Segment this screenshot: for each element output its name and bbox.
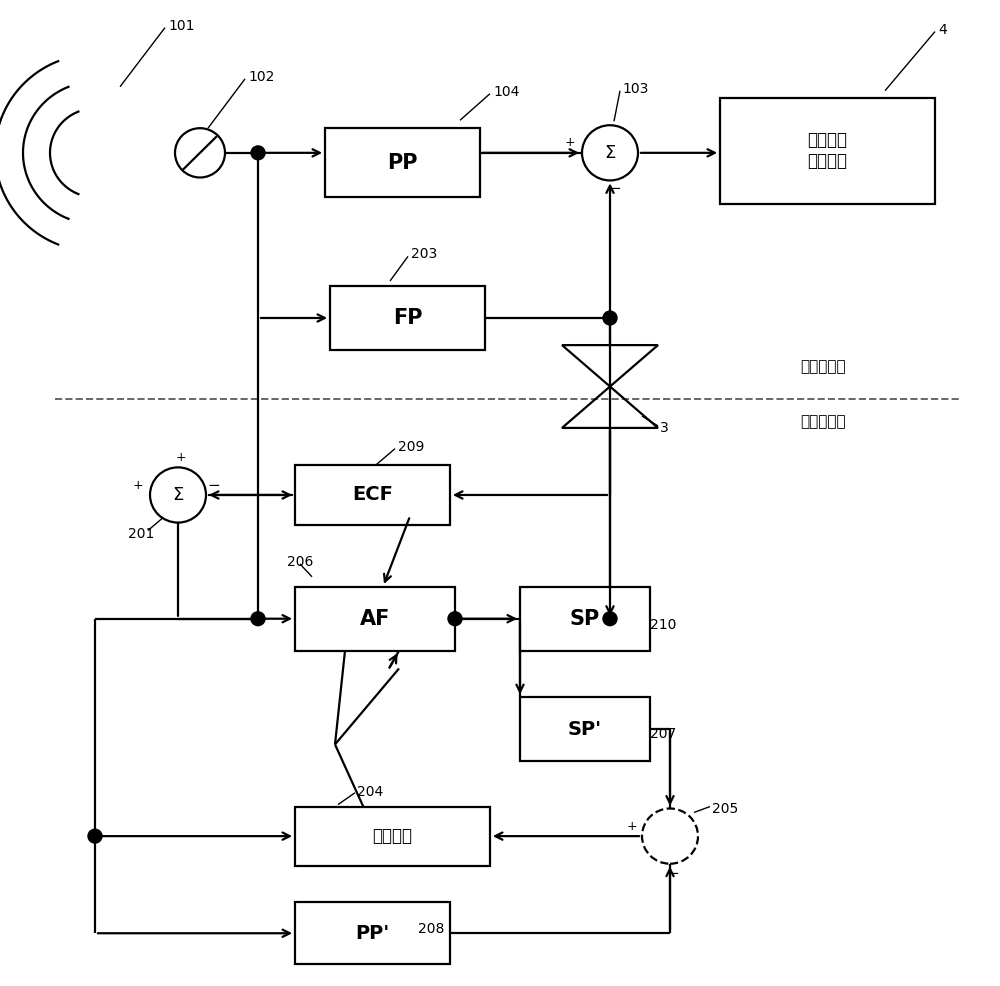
Text: 210: 210 xyxy=(650,618,676,632)
Text: 206: 206 xyxy=(287,555,313,569)
Text: $\Sigma$: $\Sigma$ xyxy=(172,486,184,504)
Bar xyxy=(720,98,935,204)
Text: PP': PP' xyxy=(355,924,390,943)
Text: 203: 203 xyxy=(411,247,437,261)
Bar xyxy=(295,902,450,964)
Text: −: − xyxy=(609,180,621,196)
Circle shape xyxy=(251,611,265,625)
Bar xyxy=(295,807,490,866)
Text: +: + xyxy=(627,819,637,833)
Text: 声信号部分: 声信号部分 xyxy=(800,359,846,375)
Text: 209: 209 xyxy=(398,440,424,454)
Bar xyxy=(295,587,455,651)
Text: 电信号部分: 电信号部分 xyxy=(800,414,846,430)
Text: +: + xyxy=(565,136,575,150)
Text: 4: 4 xyxy=(938,23,947,36)
Text: 主控制器: 主控制器 xyxy=(372,827,412,845)
Text: SP': SP' xyxy=(568,720,602,739)
Text: 104: 104 xyxy=(493,85,519,99)
Text: +: + xyxy=(176,451,186,464)
Text: SP: SP xyxy=(570,608,600,629)
Text: 208: 208 xyxy=(418,922,444,936)
Bar xyxy=(520,587,650,651)
Text: 102: 102 xyxy=(248,70,274,84)
Text: +: + xyxy=(133,478,143,492)
Circle shape xyxy=(603,312,617,325)
Text: 目标降噪
区域单元: 目标降噪 区域单元 xyxy=(808,131,848,171)
Text: 101: 101 xyxy=(168,19,194,33)
Text: 201: 201 xyxy=(128,528,154,541)
Text: −: − xyxy=(667,866,679,881)
Circle shape xyxy=(603,611,617,625)
Circle shape xyxy=(642,809,698,864)
Text: $\Sigma$: $\Sigma$ xyxy=(604,144,616,162)
Circle shape xyxy=(251,146,265,160)
Text: −: − xyxy=(208,477,220,493)
Bar xyxy=(330,286,485,350)
Text: FP: FP xyxy=(393,308,422,328)
Text: 205: 205 xyxy=(712,802,738,815)
Text: 103: 103 xyxy=(622,82,648,96)
Bar xyxy=(325,128,480,197)
Text: 3: 3 xyxy=(660,421,669,435)
Text: AF: AF xyxy=(360,608,390,629)
Circle shape xyxy=(448,611,462,625)
Circle shape xyxy=(582,125,638,180)
Circle shape xyxy=(150,467,206,523)
Text: 207: 207 xyxy=(650,727,676,740)
Circle shape xyxy=(88,829,102,843)
Text: PP: PP xyxy=(387,153,418,173)
Circle shape xyxy=(175,128,225,177)
Bar xyxy=(295,465,450,525)
Bar xyxy=(520,697,650,761)
Text: 204: 204 xyxy=(357,785,383,799)
Text: ECF: ECF xyxy=(352,485,393,505)
